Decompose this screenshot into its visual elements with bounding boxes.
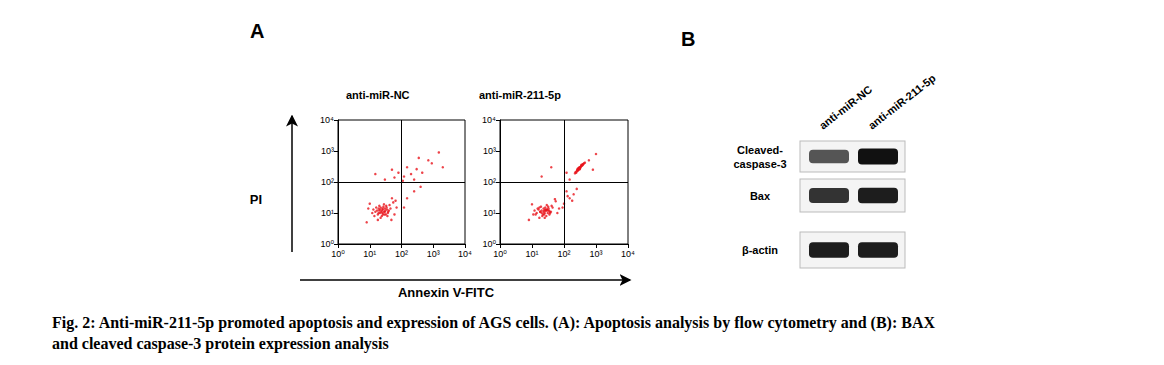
svg-text:10⁰: 10⁰ <box>320 239 334 249</box>
svg-text:anti-miR-NC: anti-miR-NC <box>817 83 875 132</box>
svg-text:Annexin V-FITC: Annexin V-FITC <box>398 285 495 300</box>
svg-text:10²: 10² <box>321 177 334 187</box>
svg-text:10³: 10³ <box>589 249 602 259</box>
svg-text:B: B <box>681 28 695 50</box>
svg-text:10³: 10³ <box>483 146 496 156</box>
svg-text:10⁴: 10⁴ <box>621 249 635 259</box>
svg-text:A: A <box>250 20 264 42</box>
svg-text:10²: 10² <box>395 249 408 259</box>
svg-text:10⁰: 10⁰ <box>482 239 496 249</box>
svg-text:PI: PI <box>250 192 262 207</box>
svg-text:anti-miR-211-5p: anti-miR-211-5p <box>866 72 938 132</box>
svg-text:10²: 10² <box>557 249 570 259</box>
svg-text:β-actin: β-actin <box>742 244 778 256</box>
svg-text:10⁰: 10⁰ <box>331 249 345 259</box>
svg-text:caspase-3: caspase-3 <box>733 158 786 170</box>
svg-text:10⁰: 10⁰ <box>493 249 507 259</box>
svg-text:anti-miR-NC: anti-miR-NC <box>346 89 410 101</box>
svg-text:Bax: Bax <box>750 190 771 202</box>
svg-text:anti-miR-211-5p: anti-miR-211-5p <box>479 89 561 101</box>
svg-text:10⁴: 10⁴ <box>482 115 496 125</box>
svg-text:Cleaved-: Cleaved- <box>737 144 783 156</box>
svg-text:10³: 10³ <box>427 249 440 259</box>
svg-text:10¹: 10¹ <box>363 249 376 259</box>
svg-text:10¹: 10¹ <box>321 208 334 218</box>
svg-text:10⁴: 10⁴ <box>320 115 334 125</box>
svg-text:10²: 10² <box>483 177 496 187</box>
html-text:and cleaved caspase-3 protein: and cleaved caspase-3 protein expression… <box>52 335 389 352</box>
html-text:Fig. 2: Anti-miR-211-5p promot: Fig. 2: Anti-miR-211-5p promoted apoptos… <box>52 314 935 331</box>
svg-text:10¹: 10¹ <box>525 249 538 259</box>
svg-text:10⁴: 10⁴ <box>458 249 472 259</box>
svg-text:10³: 10³ <box>321 146 334 156</box>
svg-text:10¹: 10¹ <box>483 208 496 218</box>
